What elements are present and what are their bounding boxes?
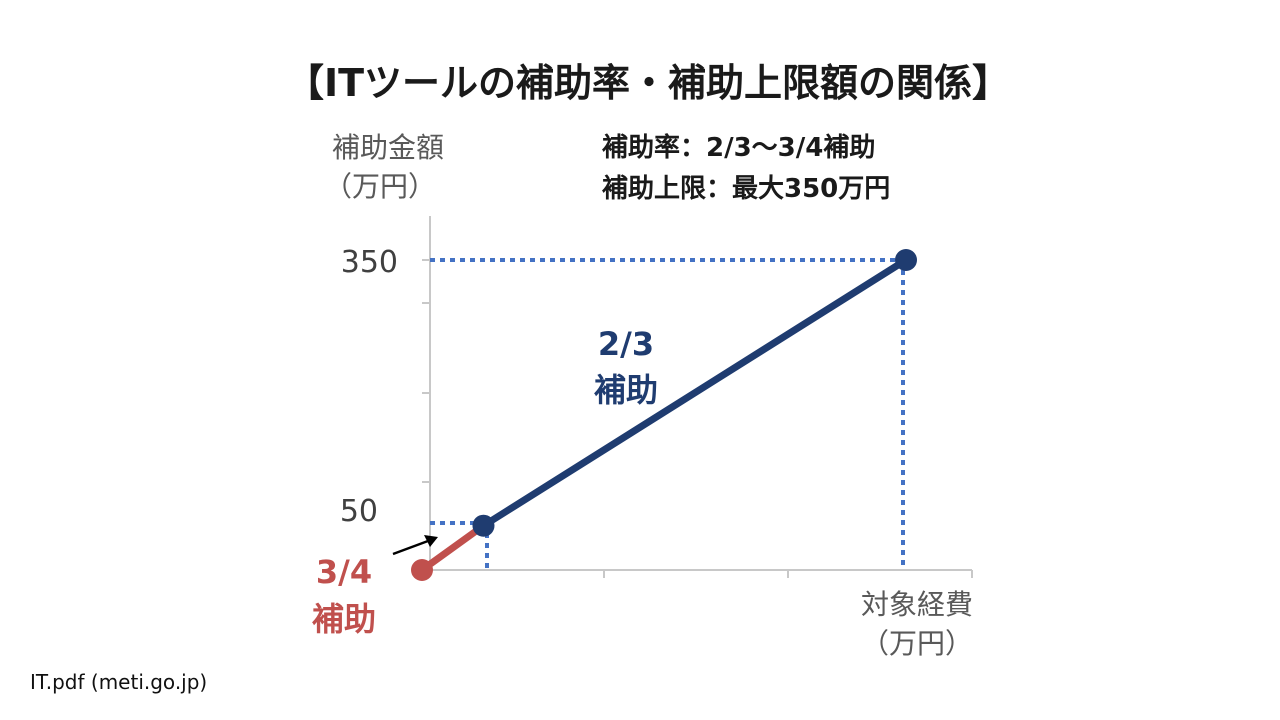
- chart-title: 【ITツールの補助率・補助上限額の関係】: [286, 61, 1010, 105]
- point-350: [894, 249, 917, 272]
- arrow-line: [392, 539, 429, 556]
- label-2-3-line-1: 2/3: [598, 325, 654, 363]
- label-2-3-line-2: 補助: [594, 371, 658, 409]
- subsidy-limit-text: 補助上限：最大350万円: [601, 174, 890, 204]
- y-axis-ticks: [422, 259, 430, 483]
- point-origin: [411, 559, 433, 581]
- y-axis-label-line-2: （万円）: [324, 170, 436, 203]
- y-tick-label-50: 50: [340, 494, 378, 529]
- label-3-4-line-2: 補助: [312, 600, 376, 638]
- arrow-head: [424, 535, 438, 547]
- arrow-annotation: [392, 535, 438, 556]
- series-line-3-4: [418, 522, 487, 574]
- subsidy-rate-text: 補助率：2/3〜3/4補助: [601, 132, 875, 163]
- x-axis-label-line-1: 対象経費: [861, 588, 973, 621]
- series-line-2-3: [479, 256, 910, 530]
- y-axis-label-line-1: 補助金額: [332, 131, 444, 164]
- source-caption: IT.pdf (meti.go.jp): [30, 670, 208, 694]
- point-50: [472, 514, 495, 537]
- y-tick-label-350: 350: [341, 245, 398, 280]
- x-axis-label-line-2: （万円）: [861, 627, 973, 660]
- x-axis-ticks: [603, 570, 973, 578]
- label-3-4-line-1: 3/4: [316, 553, 372, 591]
- series-layer: [411, 249, 917, 581]
